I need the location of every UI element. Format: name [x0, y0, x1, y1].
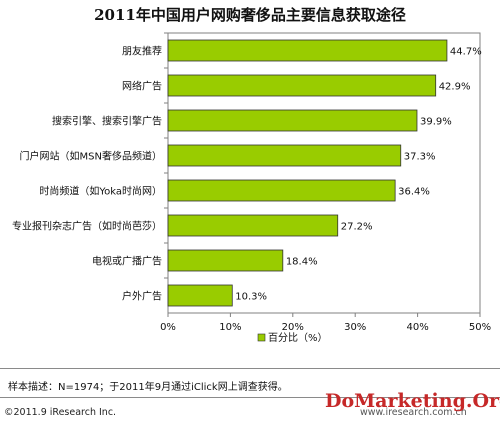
value-label: 36.4%: [398, 187, 430, 198]
x-tick-label: 0%: [160, 322, 176, 333]
category-label: 时尚频道（如Yoka时尚网）: [39, 185, 162, 198]
divider: [0, 397, 500, 398]
legend-label: 百分比（%）: [268, 332, 328, 344]
category-label: 电视或广播广告: [92, 255, 162, 268]
value-label: 18.4%: [286, 257, 318, 268]
x-tick-label: 30%: [344, 322, 366, 333]
category-label: 网络广告: [122, 80, 162, 93]
category-label: 户外广告: [122, 290, 162, 303]
x-tick-label: 40%: [406, 322, 428, 333]
value-label: 37.3%: [404, 152, 436, 163]
chart-title: 2011年中国用户网购奢侈品主要信息获取途径: [94, 6, 406, 24]
x-tick-label: 10%: [219, 322, 241, 333]
bar: [167, 144, 402, 167]
bar: [167, 214, 339, 237]
bar: [167, 284, 233, 307]
bar: [167, 39, 448, 62]
watermark-logo: DoMarketing.Org: [325, 390, 500, 412]
value-label: 10.3%: [235, 292, 267, 303]
divider: [0, 368, 500, 369]
value-label: 39.9%: [420, 117, 452, 128]
x-tick-label: 50%: [469, 322, 491, 333]
category-label: 朋友推荐: [122, 45, 162, 58]
legend-swatch: [257, 333, 266, 342]
site-url: www.iresearch.com.cn: [360, 407, 467, 418]
bar-chart: 朋友推荐 44.7% 网络广告 42.9% 搜索引擎、搜索引擎广告 39.9% 门户网站（如…: [12, 32, 491, 344]
bar: [167, 109, 418, 132]
bar: [167, 74, 437, 97]
value-label: 27.2%: [341, 222, 373, 233]
value-label: 42.9%: [439, 82, 471, 93]
x-tick-label: 20%: [282, 322, 304, 333]
category-label: 门户网站（如MSN奢侈品频道）: [20, 150, 162, 163]
value-label: 44.7%: [450, 47, 482, 58]
copyright-text: ©2011.9 iResearch Inc.: [4, 407, 117, 418]
sample-note: 样本描述：N=1974；于2011年9月通过iClick网上调查获得。: [8, 382, 288, 393]
category-label: 搜索引擎、搜索引擎广告: [52, 115, 162, 128]
bar: [167, 179, 396, 202]
bar: [167, 249, 284, 272]
category-label: 专业报刊杂志广告（如时尚芭莎）: [12, 220, 162, 233]
